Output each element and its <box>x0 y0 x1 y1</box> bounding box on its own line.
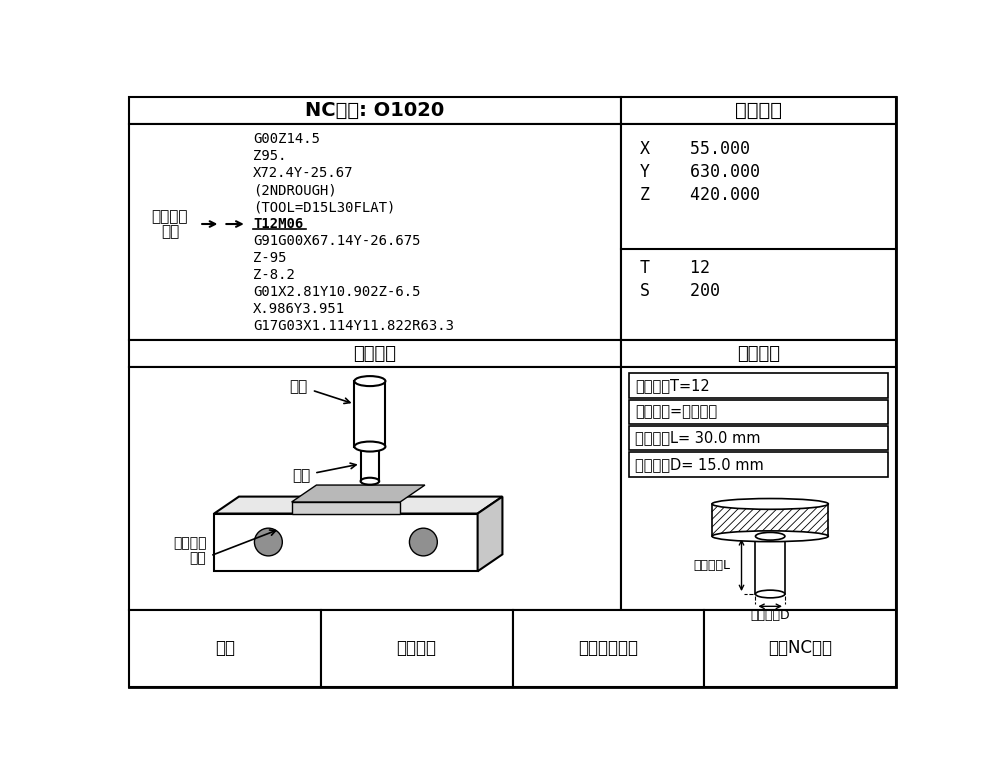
Text: 工件: 工件 <box>190 551 206 565</box>
Text: Z95.: Z95. <box>253 149 286 163</box>
Bar <box>755 536 785 594</box>
Text: G00Z14.5: G00Z14.5 <box>253 133 320 147</box>
Text: 指令: 指令 <box>161 224 179 239</box>
Text: X.986Y3.951: X.986Y3.951 <box>253 302 345 316</box>
Bar <box>129 367 621 610</box>
Bar <box>129 97 621 124</box>
Bar <box>621 97 896 124</box>
Ellipse shape <box>755 591 785 598</box>
Bar <box>621 341 896 367</box>
Text: Z-95: Z-95 <box>253 251 286 265</box>
Polygon shape <box>292 485 425 502</box>
Polygon shape <box>214 514 478 571</box>
Text: T    12: T 12 <box>640 259 710 277</box>
Text: 刀架: 刀架 <box>290 379 308 394</box>
Bar <box>512 610 704 687</box>
Bar <box>629 400 888 424</box>
Bar <box>354 381 385 446</box>
Text: 刀具长度L= 30.0 mm: 刀具长度L= 30.0 mm <box>635 431 760 445</box>
Text: Z    420.000: Z 420.000 <box>640 185 760 204</box>
Text: Y    630.000: Y 630.000 <box>640 163 760 181</box>
Text: (TOOL=D15L30FLAT): (TOOL=D15L30FLAT) <box>253 200 395 214</box>
Ellipse shape <box>354 376 385 386</box>
Bar <box>361 446 379 481</box>
Circle shape <box>409 528 437 556</box>
Polygon shape <box>478 497 502 571</box>
Bar <box>129 341 621 367</box>
Text: 执行: 执行 <box>215 639 235 657</box>
Text: Z-8.2: Z-8.2 <box>253 268 295 282</box>
Bar <box>321 610 512 687</box>
Text: X    55.000: X 55.000 <box>640 140 750 158</box>
Text: G17G03X1.114Y11.822R63.3: G17G03X1.114Y11.822R63.3 <box>253 319 454 333</box>
Text: 刀具数据: 刀具数据 <box>737 345 780 362</box>
Text: (2NDROUGH): (2NDROUGH) <box>253 183 337 197</box>
Text: 绝对坐标: 绝对坐标 <box>735 101 782 120</box>
Ellipse shape <box>755 532 785 540</box>
Text: NC程序: O1020: NC程序: O1020 <box>305 101 445 120</box>
Circle shape <box>254 528 282 556</box>
Text: 编辑刀具数据: 编辑刀具数据 <box>578 639 638 657</box>
Text: 刀具形状=平面铣刀: 刀具形状=平面铣刀 <box>635 404 717 419</box>
Text: G91G00X67.14Y-26.675: G91G00X67.14Y-26.675 <box>253 234 420 248</box>
Text: 刀具: 刀具 <box>292 468 310 483</box>
Text: 刀具宽度D= 15.0 mm: 刀具宽度D= 15.0 mm <box>635 457 764 472</box>
Text: T12M06: T12M06 <box>253 217 303 231</box>
Ellipse shape <box>712 498 828 509</box>
Text: 加工模拟: 加工模拟 <box>353 345 396 362</box>
Ellipse shape <box>354 442 385 452</box>
Bar <box>621 367 896 610</box>
Bar <box>629 373 888 398</box>
Text: 刀具直径D: 刀具直径D <box>750 609 790 622</box>
Text: 刀具长度L: 刀具长度L <box>694 559 731 572</box>
Polygon shape <box>292 502 400 514</box>
Ellipse shape <box>712 531 828 542</box>
Text: 加工中的: 加工中的 <box>173 535 206 550</box>
Bar <box>712 504 828 536</box>
Bar <box>629 452 888 476</box>
Bar <box>704 610 896 687</box>
Bar <box>129 610 321 687</box>
Text: S    200: S 200 <box>640 282 720 300</box>
Text: 刀具编号T=12: 刀具编号T=12 <box>635 378 710 393</box>
Ellipse shape <box>361 478 379 485</box>
Text: X72.4Y-25.67: X72.4Y-25.67 <box>253 166 353 180</box>
Bar <box>129 124 621 341</box>
Polygon shape <box>214 497 502 514</box>
Text: 刀具更换: 刀具更换 <box>152 209 188 223</box>
Text: 编辑NC数据: 编辑NC数据 <box>768 639 832 657</box>
Text: G01X2.81Y10.902Z-6.5: G01X2.81Y10.902Z-6.5 <box>253 285 420 299</box>
Bar <box>629 426 888 450</box>
Bar <box>621 124 896 341</box>
Text: 刀具检查: 刀具检查 <box>397 639 437 657</box>
